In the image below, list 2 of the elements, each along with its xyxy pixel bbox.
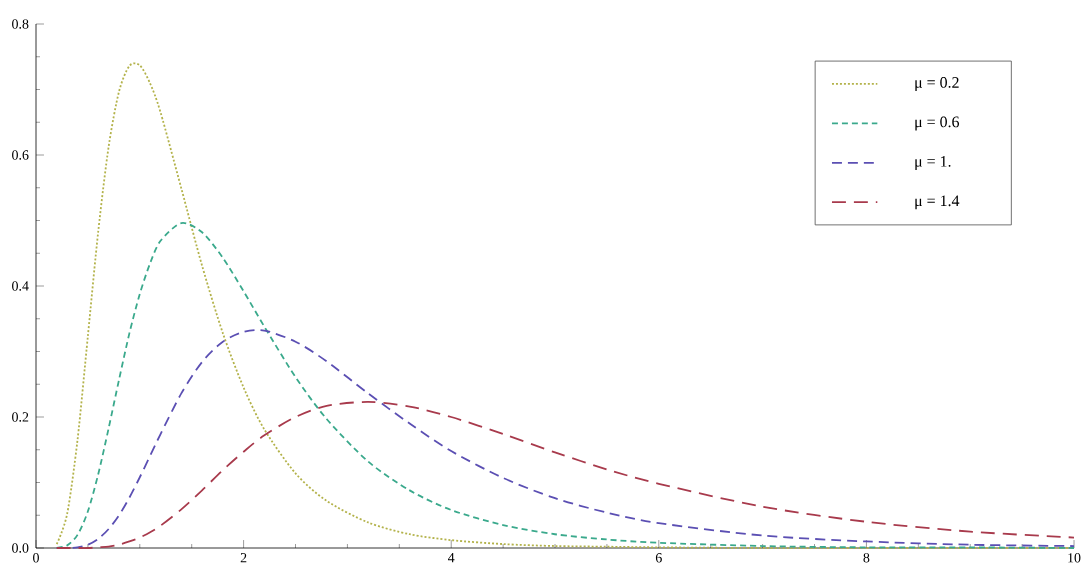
line-series: [55, 222, 1075, 549]
line-series: [55, 401, 1075, 549]
